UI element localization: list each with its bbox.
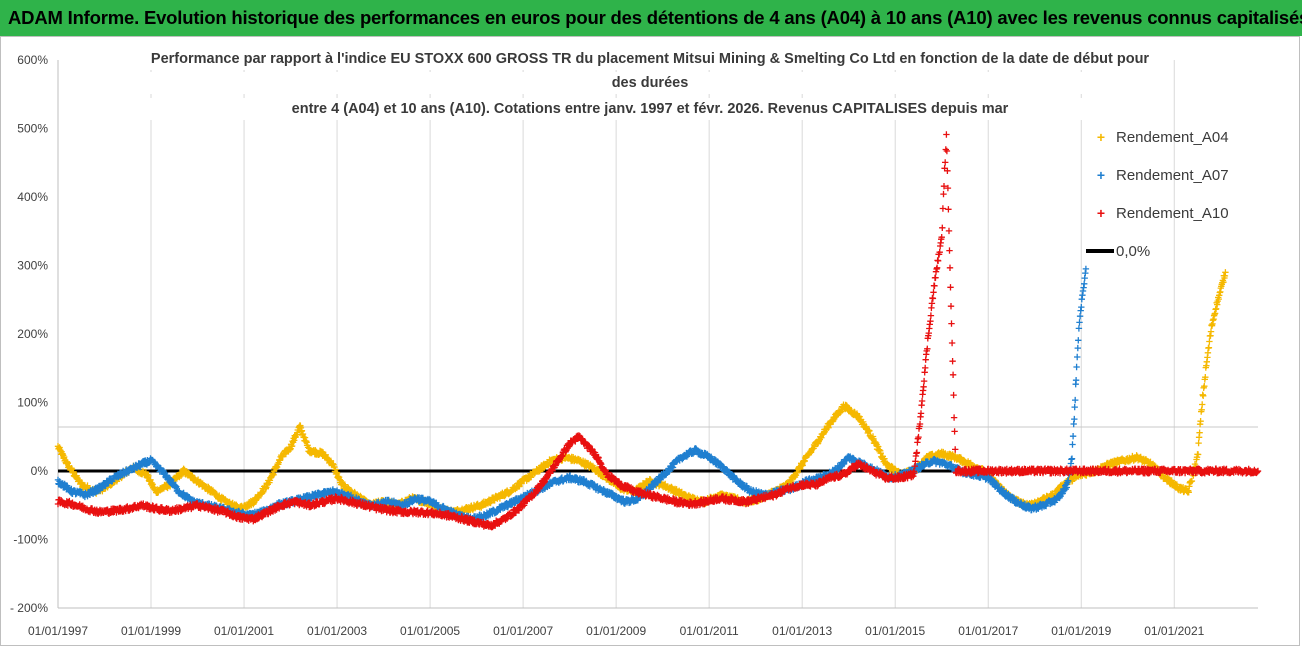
legend-label-a04: Rendement_A04 xyxy=(1116,128,1229,146)
x-tick-label: 01/01/2017 xyxy=(958,624,1018,638)
x-tick-label: 01/01/2011 xyxy=(680,624,739,638)
legend-item-a04: + Rendement_A04 xyxy=(1086,118,1286,156)
y-tick-label: 400% xyxy=(17,190,48,204)
x-tick-label: 01/01/2003 xyxy=(307,624,367,638)
x-tick-label: 01/01/1997 xyxy=(28,624,88,638)
legend-label-a10: Rendement_A10 xyxy=(1116,204,1229,222)
series-Rendement_A07 xyxy=(54,265,1090,524)
series-markers-Rendement_A10 xyxy=(54,131,1262,531)
y-tick-label: 300% xyxy=(17,259,48,273)
y-tick-label: 200% xyxy=(17,327,48,341)
legend-marker-a04: + xyxy=(1096,129,1106,145)
legend-label-a07: Rendement_A07 xyxy=(1116,166,1229,184)
y-tick-label: -100% xyxy=(13,533,48,547)
chart-legend: + Rendement_A04 + Rendement_A07 + Rendem… xyxy=(1086,118,1286,270)
x-tick-label: 01/01/1999 xyxy=(121,624,181,638)
x-tick-label: 01/01/2019 xyxy=(1051,624,1111,638)
y-tick-label: 100% xyxy=(17,396,48,410)
series-markers-Rendement_A07 xyxy=(54,265,1090,524)
x-tick-label: 01/01/2013 xyxy=(772,624,832,638)
x-tick-label: 01/01/2001 xyxy=(214,624,274,638)
y-tick-label: 600% xyxy=(17,53,48,67)
legend-line-zero xyxy=(1086,249,1114,253)
series-markers-Rendement_A04 xyxy=(54,269,1229,518)
report-banner: ADAM Informe. Evolution historique des p… xyxy=(0,0,1302,36)
legend-label-zero: 0,0% xyxy=(1116,242,1151,260)
x-tick-label: 01/01/2007 xyxy=(493,624,553,638)
chart-title-line-3: entre 4 (A04) et 10 ans (A10). Cotations… xyxy=(130,98,1170,120)
x-tick-label: 01/01/2015 xyxy=(865,624,925,638)
y-tick-label: 500% xyxy=(17,122,48,136)
legend-item-a10: + Rendement_A10 xyxy=(1086,194,1286,232)
x-tick-label: 01/01/2005 xyxy=(400,624,460,638)
y-tick-label: - 200% xyxy=(10,601,48,615)
series-Rendement_A04 xyxy=(54,269,1229,518)
report-title: ADAM Informe. Evolution historique des p… xyxy=(8,7,1302,28)
y-tick-label: 0% xyxy=(31,464,49,478)
x-tick-label: 01/01/2021 xyxy=(1144,624,1204,638)
chart-title-line-1: Performance par rapport à l'indice EU ST… xyxy=(130,48,1170,70)
legend-marker-a07: + xyxy=(1096,167,1106,183)
chart-title-line-2: des durées xyxy=(130,72,1170,94)
legend-item-a07: + Rendement_A07 xyxy=(1086,156,1286,194)
legend-marker-a10: + xyxy=(1096,205,1106,221)
x-tick-label: 01/01/2009 xyxy=(586,624,646,638)
chart-frame xyxy=(0,36,1300,646)
legend-item-zero: 0,0% xyxy=(1086,232,1286,270)
series-Rendement_A10 xyxy=(54,131,1262,531)
